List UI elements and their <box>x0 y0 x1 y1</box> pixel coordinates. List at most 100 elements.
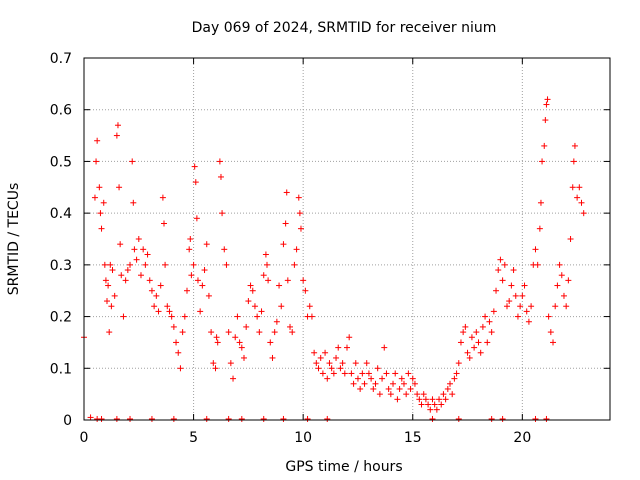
data-point <box>216 158 223 165</box>
data-point <box>363 360 370 367</box>
data-point <box>379 375 386 382</box>
data-point <box>335 344 342 351</box>
data-point <box>238 415 245 422</box>
data-point <box>249 287 256 294</box>
data-point <box>506 298 513 305</box>
data-point <box>219 210 226 217</box>
data-point <box>512 292 519 299</box>
data-point <box>251 303 258 310</box>
data-point <box>372 380 379 387</box>
data-point <box>114 122 121 129</box>
data-point <box>153 292 160 299</box>
data-point <box>184 287 191 294</box>
data-point <box>578 199 585 206</box>
data-point <box>300 277 307 284</box>
data-point <box>460 329 467 336</box>
data-point <box>319 370 326 377</box>
x-axis-ticks: 0 5 10 15 20 <box>80 58 531 446</box>
data-point <box>313 360 320 367</box>
data-point <box>133 256 140 263</box>
data-point <box>179 329 186 336</box>
data-point <box>302 287 309 294</box>
data-point <box>243 323 250 330</box>
data-point <box>471 344 478 351</box>
data-point <box>488 415 495 422</box>
data-point <box>96 184 103 191</box>
x-axis-label: GPS time / hours <box>285 459 402 475</box>
data-point <box>455 360 462 367</box>
data-point <box>545 313 552 320</box>
data-point <box>510 267 517 274</box>
data-point <box>514 313 521 320</box>
x-tick-label: 15 <box>404 430 422 446</box>
data-point <box>400 380 407 387</box>
data-point <box>170 415 177 422</box>
data-point <box>429 396 436 403</box>
data-point <box>346 334 353 341</box>
data-point <box>223 261 230 268</box>
data-point <box>457 339 464 346</box>
data-point <box>144 251 151 258</box>
data-point <box>519 292 526 299</box>
data-point <box>479 323 486 330</box>
data-point <box>135 236 142 242</box>
data-point <box>468 334 475 341</box>
data-point <box>160 220 167 227</box>
data-point <box>466 354 473 361</box>
data-point <box>166 308 173 315</box>
data-point <box>475 339 482 346</box>
data-point <box>104 298 111 305</box>
data-point <box>574 194 581 201</box>
data-point <box>495 267 502 274</box>
data-point <box>560 292 567 299</box>
y-tick-label: 0 <box>63 413 72 429</box>
data-point <box>455 415 462 422</box>
data-point <box>398 375 405 382</box>
data-point <box>203 415 210 422</box>
data-point <box>425 401 432 408</box>
data-point <box>214 339 221 346</box>
data-point <box>282 220 289 227</box>
data-point <box>361 380 368 387</box>
data-point <box>118 272 125 279</box>
data-point <box>284 277 291 284</box>
data-point <box>297 225 304 232</box>
data-point <box>542 117 549 124</box>
data-point <box>146 277 153 284</box>
data-point <box>416 396 423 403</box>
y-tick-label: 0.2 <box>50 310 72 326</box>
data-point <box>162 261 169 268</box>
data-point <box>142 261 149 268</box>
data-point <box>429 415 436 422</box>
data-point <box>317 354 324 361</box>
data-point <box>368 375 375 382</box>
data-point <box>283 189 290 196</box>
data-point <box>544 96 551 103</box>
data-point <box>291 261 298 268</box>
data-point <box>289 329 296 336</box>
data-point <box>315 365 322 372</box>
data-point <box>177 365 184 372</box>
data-point <box>411 380 418 387</box>
x-tick-label: 5 <box>189 430 198 446</box>
data-point <box>499 277 506 284</box>
data-point <box>210 360 217 367</box>
data-point <box>191 163 198 170</box>
data-point <box>109 267 116 274</box>
data-point <box>116 184 123 191</box>
data-point <box>113 415 120 422</box>
data-point <box>451 375 458 382</box>
data-point <box>344 344 350 351</box>
data-point <box>240 354 247 361</box>
data-point <box>440 391 447 398</box>
data-point <box>120 313 127 320</box>
data-point <box>449 391 456 398</box>
data-point <box>129 158 136 165</box>
data-point <box>127 415 134 422</box>
data-point <box>155 308 162 315</box>
data-point <box>306 303 313 310</box>
data-point <box>101 261 108 268</box>
data-point <box>100 199 107 206</box>
y-tick-label: 0.6 <box>50 103 72 119</box>
data-point <box>567 236 574 242</box>
